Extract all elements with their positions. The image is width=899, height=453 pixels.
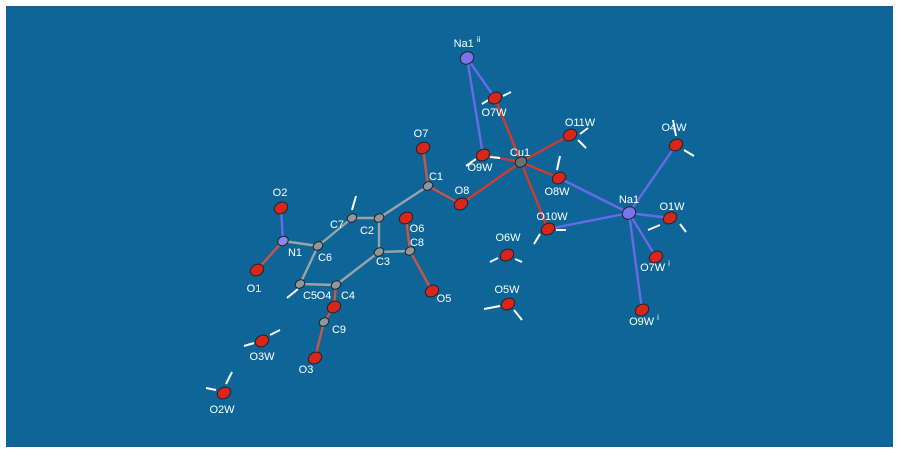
atom-label: O2W <box>209 404 235 416</box>
atom-label: O6 <box>410 223 425 235</box>
atom-name: O1 <box>247 283 262 295</box>
atom-name: C1 <box>429 171 443 183</box>
atom-name: O5 <box>437 293 452 305</box>
atom-name: O6 <box>410 223 425 235</box>
atom-name: O11W <box>565 117 596 129</box>
atom-label: Na1 <box>619 194 639 206</box>
atom-name: C2 <box>360 225 374 237</box>
symmetry-code: ii <box>477 35 481 44</box>
atom-name: O9W <box>467 162 493 174</box>
atom-name: O3W <box>249 351 275 363</box>
atom-name: O8 <box>455 185 470 197</box>
atom-label: O11W <box>565 117 596 129</box>
atom-name: O4W <box>661 122 687 134</box>
atom-label: O8 <box>455 185 470 197</box>
atom-label: O3W <box>249 351 275 363</box>
atom-name: C8 <box>410 237 424 249</box>
atom-name: Na1 <box>619 194 639 206</box>
atom-label: C2 <box>360 225 374 237</box>
atom-label: O2 <box>273 187 288 199</box>
symmetry-code: i <box>668 259 670 268</box>
atom-name: C9 <box>332 324 346 336</box>
atom-name: Na1 <box>454 38 474 50</box>
atom-name: O10W <box>536 211 568 223</box>
atom-name: O7W <box>640 262 666 274</box>
atom-name: N1 <box>288 247 302 259</box>
atom-label: C1 <box>429 171 443 183</box>
atom-label: O5W <box>494 284 520 296</box>
atom-name: C6 <box>318 252 332 264</box>
atom-label: O3 <box>299 364 314 376</box>
atom-name: C4 <box>341 290 355 302</box>
atom-label: C7 <box>330 219 344 231</box>
atom-name: O2W <box>209 404 235 416</box>
atom-name: O2 <box>273 187 288 199</box>
atom-name: O3 <box>299 364 314 376</box>
atom-name: O4 <box>317 290 332 302</box>
atom-name: C7 <box>330 219 344 231</box>
atom-label: C4 <box>341 290 355 302</box>
atom-label: O1W <box>659 201 685 213</box>
symmetry-code: i <box>657 313 659 322</box>
atom-label: C5 <box>303 290 317 302</box>
atom-label: O5 <box>437 293 452 305</box>
atom-label: O4 <box>317 290 332 302</box>
diagram: Na1iiO7WO11WO4WO7O9WCu1C1O8O8WNa1O1WO2C7… <box>0 0 899 453</box>
atom-label: O7W <box>481 107 507 119</box>
atom-label: N1 <box>288 247 302 259</box>
atom-label: Cu1 <box>510 147 530 159</box>
atom-label: O1 <box>247 283 262 295</box>
atom-name: O5W <box>494 284 520 296</box>
atom-name: O7 <box>414 128 429 140</box>
atom-name: O1W <box>659 201 685 213</box>
atom-label: C6 <box>318 252 332 264</box>
atom-name: C5 <box>303 290 317 302</box>
atom-label: O4W <box>661 122 687 134</box>
atom-name: O9W <box>629 316 655 328</box>
atom-name: O8W <box>544 186 570 198</box>
atom-label: C3 <box>376 256 390 268</box>
atom-label: O8W <box>544 186 570 198</box>
atom-name: O7W <box>481 107 507 119</box>
atom-label: O10W <box>536 211 568 223</box>
atom-label: O7 <box>414 128 429 140</box>
atom-name: Cu1 <box>510 147 530 159</box>
atom-name: C3 <box>376 256 390 268</box>
atom-label: O9W <box>467 162 493 174</box>
background <box>6 6 893 447</box>
atom-label: C9 <box>332 324 346 336</box>
atom-label: O6W <box>495 232 521 244</box>
atom-label: C8 <box>410 237 424 249</box>
atom-name: O6W <box>495 232 521 244</box>
